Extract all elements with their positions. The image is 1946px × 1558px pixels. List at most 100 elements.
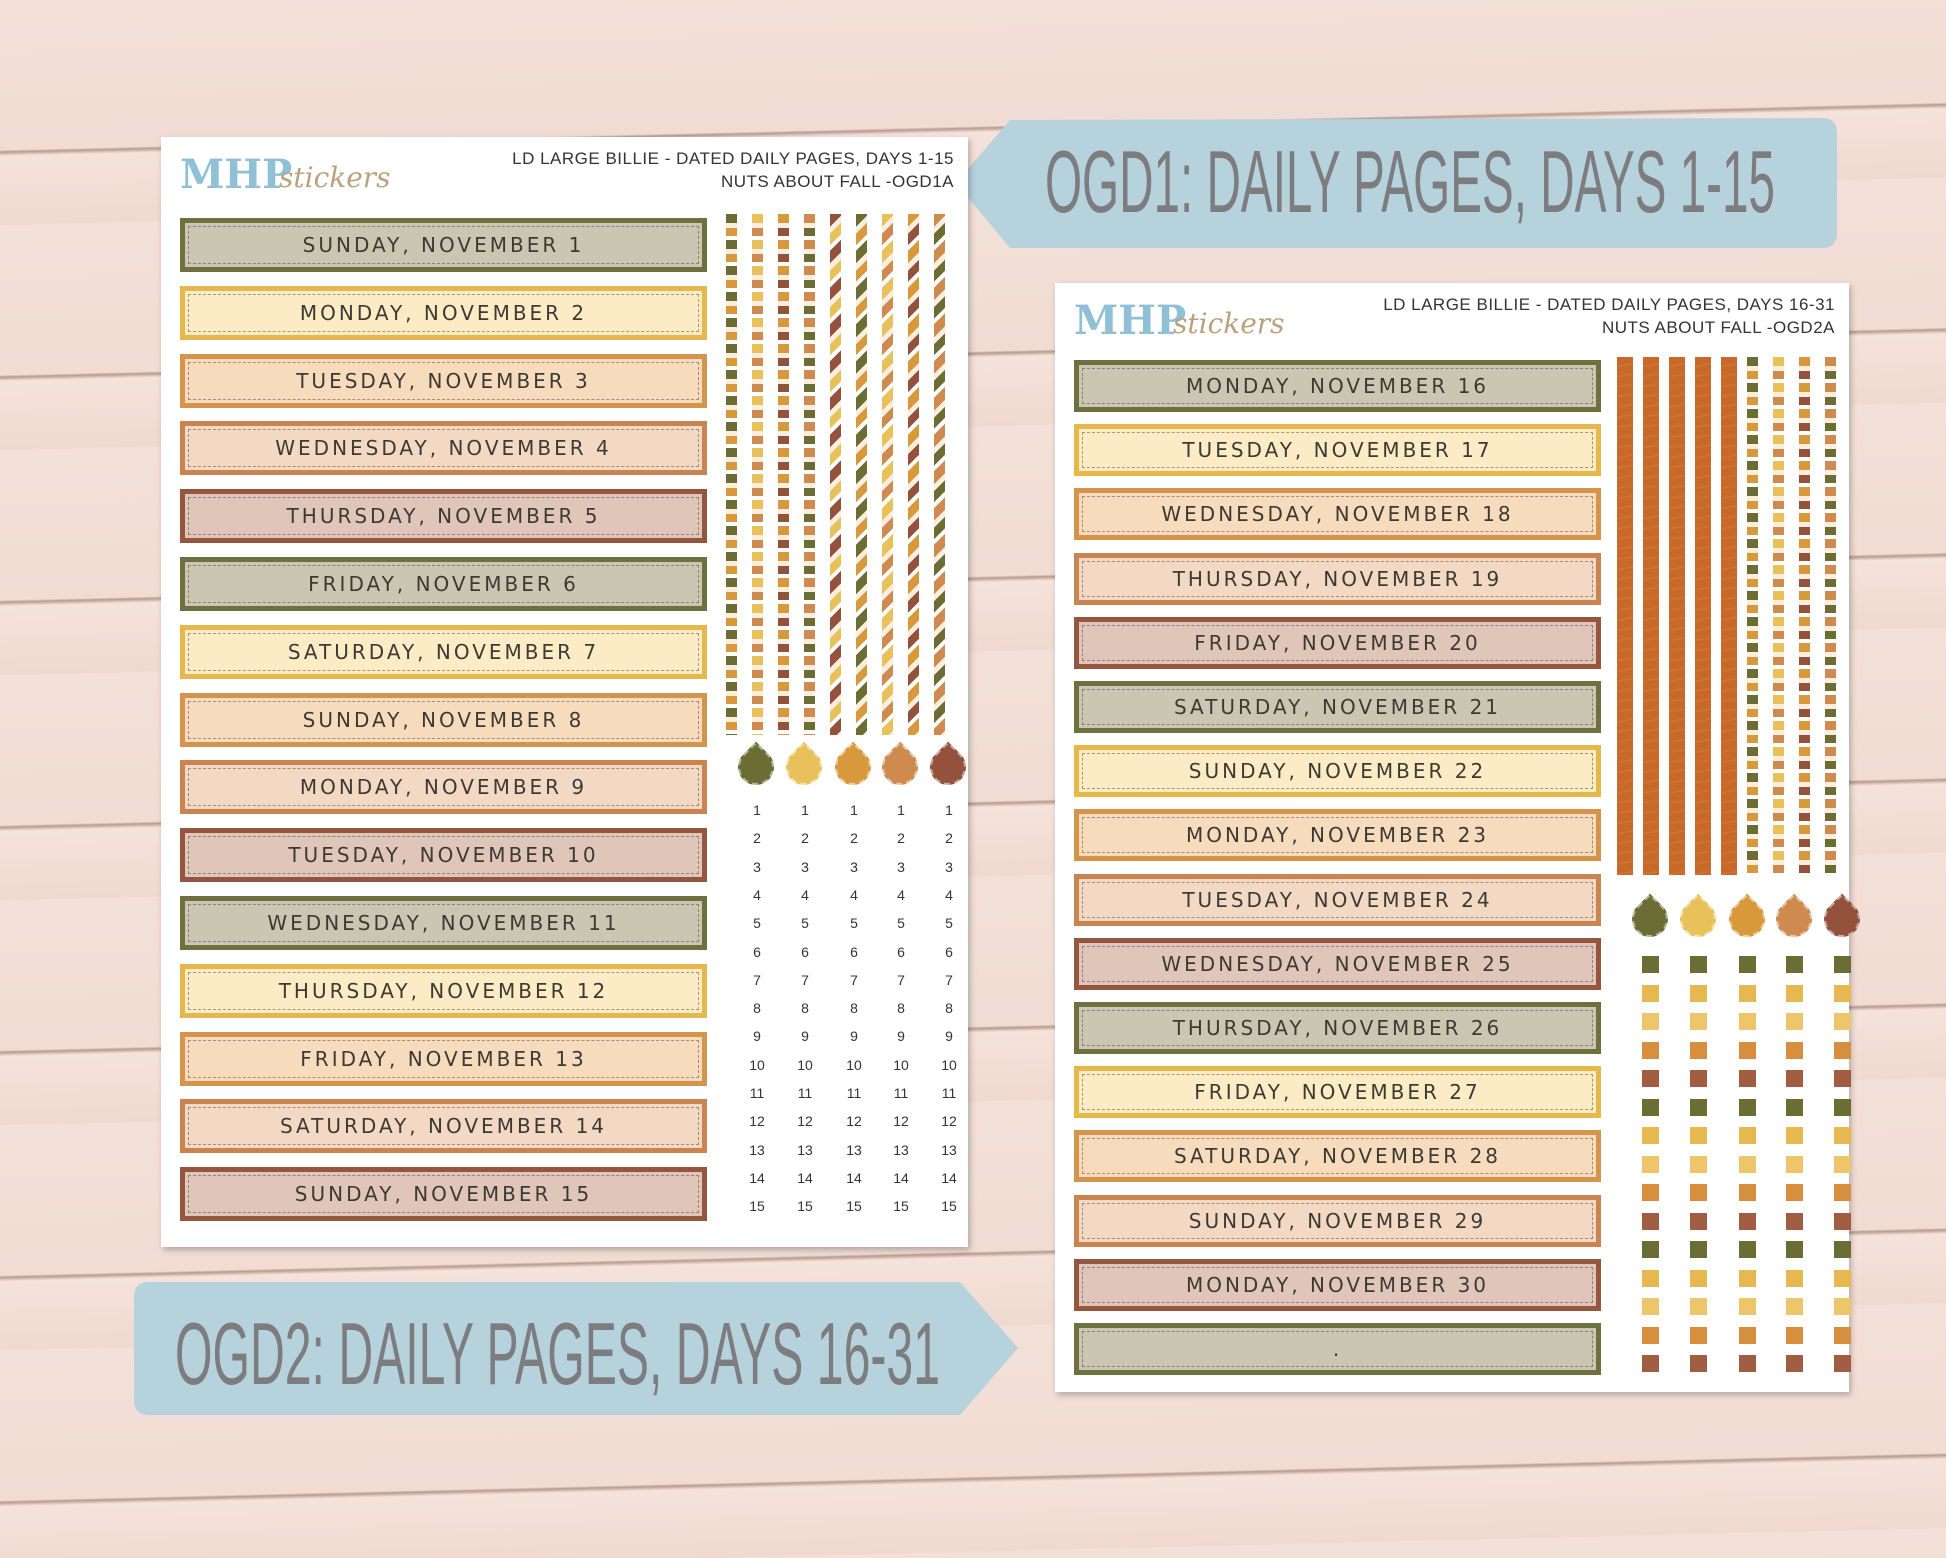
label-text: FRIDAY, NOVEMBER 6 bbox=[308, 572, 579, 596]
date-label: THURSDAY, NOVEMBER 19 bbox=[1074, 552, 1601, 605]
check-number: 7 bbox=[801, 971, 809, 988]
stitch bbox=[1082, 1331, 1593, 1367]
square-sticker bbox=[1642, 1269, 1659, 1287]
label-text: SUNDAY, NOVEMBER 15 bbox=[294, 1182, 593, 1207]
check-number: 15 bbox=[797, 1198, 813, 1215]
check-number: 7 bbox=[897, 971, 905, 988]
drop-sticker bbox=[730, 741, 782, 793]
square-sticker bbox=[1690, 1326, 1707, 1344]
stitch bbox=[1082, 368, 1593, 404]
date-label: FRIDAY, NOVEMBER 20 bbox=[1074, 616, 1601, 669]
square-sticker bbox=[1786, 1241, 1803, 1258]
label-text: SATURDAY, NOVEMBER 28 bbox=[1173, 1144, 1502, 1169]
check-number: 12 bbox=[749, 1113, 765, 1130]
check-number: 1 bbox=[945, 802, 953, 818]
square-sticker bbox=[1739, 956, 1756, 973]
stitch bbox=[188, 1039, 699, 1078]
square-sticker bbox=[1690, 1070, 1707, 1087]
date-label: MONDAY, NOVEMBER 2 bbox=[180, 285, 707, 340]
drop-sticker bbox=[922, 741, 974, 793]
check-number: 4 bbox=[897, 886, 905, 903]
check-number: 15 bbox=[749, 1198, 765, 1215]
header-line: NUTS ABOUT FALL -OGD1A bbox=[720, 172, 954, 191]
label-text: SUNDAY, NOVEMBER 1 bbox=[302, 233, 585, 257]
square-sticker bbox=[1690, 1355, 1707, 1372]
square-sticker bbox=[1834, 1070, 1851, 1087]
washi-stripe bbox=[830, 214, 841, 735]
check-number: 2 bbox=[897, 830, 905, 847]
label-text: WEDNESDAY, NOVEMBER 25 bbox=[1161, 951, 1514, 976]
label-text: WEDNESDAY, NOVEMBER 18 bbox=[1161, 502, 1514, 527]
check-number: 8 bbox=[897, 1000, 905, 1017]
square-sticker bbox=[1642, 984, 1659, 1002]
label-text: FRIDAY, NOVEMBER 20 bbox=[1194, 630, 1481, 655]
stitch bbox=[1082, 1138, 1593, 1175]
banner-text: OGD1: DAILY PAGES, DAYS 1-15 bbox=[1045, 132, 1775, 231]
check-number: 6 bbox=[850, 943, 858, 960]
date-label: FRIDAY, NOVEMBER 13 bbox=[180, 1031, 707, 1086]
check-number: 14 bbox=[941, 1169, 957, 1186]
square-sticker bbox=[1786, 1041, 1803, 1059]
square-sticker bbox=[1739, 1269, 1756, 1287]
washi-stripe bbox=[752, 214, 763, 735]
label-text: WEDNESDAY, NOVEMBER 11 bbox=[267, 911, 620, 935]
washi-stripe bbox=[1695, 357, 1711, 875]
check-number: 12 bbox=[797, 1113, 813, 1130]
square-sticker bbox=[1786, 1155, 1803, 1173]
check-number: 1 bbox=[753, 802, 761, 818]
square-sticker bbox=[1834, 1326, 1851, 1344]
check-number: 14 bbox=[797, 1169, 813, 1186]
stitch bbox=[1082, 624, 1593, 661]
label-text: TUESDAY, NOVEMBER 3 bbox=[296, 368, 591, 393]
check-number: 12 bbox=[846, 1113, 862, 1130]
square-sticker bbox=[1690, 984, 1707, 1002]
check-number: 14 bbox=[846, 1169, 862, 1186]
square-sticker bbox=[1834, 1098, 1851, 1116]
square-sticker bbox=[1834, 956, 1851, 973]
check-number: 12 bbox=[941, 1113, 957, 1130]
square-sticker bbox=[1786, 984, 1803, 1002]
washi-stripe bbox=[882, 214, 893, 735]
square-sticker bbox=[1834, 1184, 1851, 1201]
check-number: 3 bbox=[850, 858, 858, 875]
check-number: 15 bbox=[941, 1198, 957, 1215]
stitch bbox=[188, 565, 699, 603]
brand: MHP bbox=[1074, 297, 1187, 344]
stitch bbox=[1082, 1202, 1593, 1239]
label-text: THURSDAY, NOVEMBER 12 bbox=[278, 978, 609, 1003]
washi-stripe bbox=[1799, 357, 1810, 875]
label-text: . bbox=[1332, 1337, 1343, 1361]
square-sticker bbox=[1739, 984, 1756, 1002]
label-text: MONDAY, NOVEMBER 2 bbox=[299, 300, 588, 325]
stitch bbox=[188, 1175, 699, 1214]
check-number: 3 bbox=[945, 858, 953, 875]
washi-stripe bbox=[1669, 357, 1685, 875]
square-sticker bbox=[1739, 1070, 1756, 1087]
square-sticker bbox=[1690, 1269, 1707, 1287]
stitch bbox=[1082, 753, 1593, 790]
date-label: SATURDAY, NOVEMBER 28 bbox=[1074, 1130, 1601, 1183]
square-sticker bbox=[1786, 1326, 1803, 1344]
check-number: 3 bbox=[801, 858, 809, 875]
check-number: 15 bbox=[846, 1198, 862, 1215]
square-sticker bbox=[1834, 1155, 1851, 1173]
square-sticker bbox=[1739, 1326, 1756, 1344]
check-number: 9 bbox=[945, 1028, 953, 1045]
brand: MHP bbox=[180, 151, 293, 198]
stitch bbox=[1082, 496, 1593, 533]
stitch bbox=[188, 497, 699, 536]
check-number: 2 bbox=[801, 830, 809, 847]
date-label: SUNDAY, NOVEMBER 8 bbox=[180, 692, 707, 747]
square-sticker bbox=[1739, 1041, 1756, 1059]
stitch bbox=[188, 904, 699, 942]
square-sticker bbox=[1642, 1098, 1659, 1116]
date-label: SATURDAY, NOVEMBER 7 bbox=[180, 624, 707, 679]
check-number: 6 bbox=[753, 943, 761, 960]
square-sticker bbox=[1739, 1298, 1756, 1315]
square-sticker bbox=[1834, 1041, 1851, 1059]
check-number: 8 bbox=[945, 1000, 953, 1017]
label-text: MONDAY, NOVEMBER 30 bbox=[1185, 1272, 1490, 1297]
square-sticker bbox=[1642, 1355, 1659, 1372]
stitch bbox=[1082, 1074, 1593, 1111]
label-text: FRIDAY, NOVEMBER 27 bbox=[1194, 1080, 1481, 1105]
